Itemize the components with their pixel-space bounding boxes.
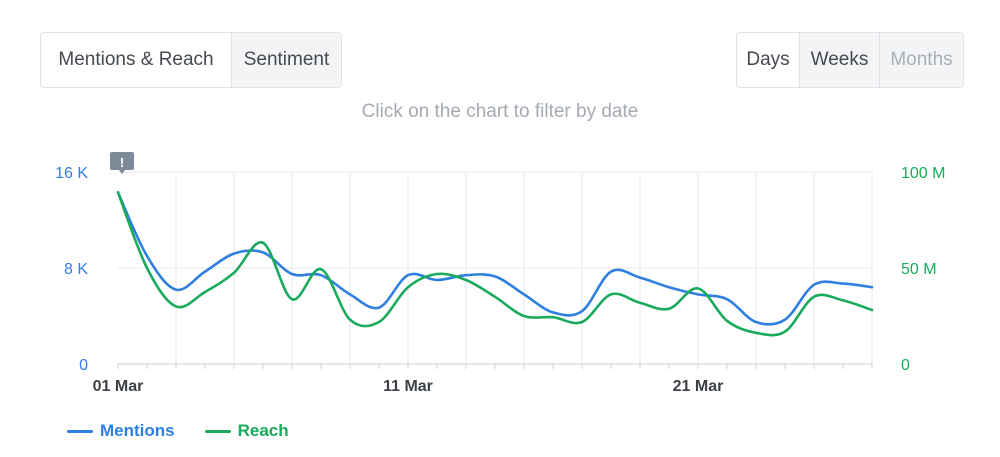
chart-legend: Mentions Reach: [67, 421, 289, 441]
legend-item-mentions[interactable]: Mentions: [67, 421, 175, 441]
legend-label-reach: Reach: [237, 421, 289, 440]
chart-filter-hint: Click on the chart to filter by date: [361, 101, 639, 122]
series-line-reach: [116, 191, 874, 337]
period-days-button[interactable]: Days: [737, 33, 799, 87]
right-axis-tick-label: 50 M: [901, 261, 937, 278]
left-axis-tick-label: 0: [79, 357, 88, 374]
left-axis-tick-label: 16 K: [55, 165, 88, 182]
series-line-mentions: [116, 191, 874, 326]
right-axis-tick-label: 100 M: [901, 165, 945, 182]
legend-swatch-mentions: [67, 429, 93, 433]
right-axis-tick-label: 0: [901, 357, 910, 374]
x-axis-tick-label: 21 Mar: [673, 378, 724, 395]
period-toggle-group: Days Weeks Months: [736, 32, 964, 88]
legend-label-mentions: Mentions: [100, 421, 175, 440]
left-axis-tick-label: 8 K: [64, 261, 88, 278]
period-weeks-button[interactable]: Weeks: [799, 33, 879, 87]
tab-mentions-reach[interactable]: Mentions & Reach: [41, 33, 231, 87]
tab-sentiment[interactable]: Sentiment: [231, 33, 341, 87]
x-axis-tick-label: 11 Mar: [383, 378, 433, 395]
metric-tab-group: Mentions & Reach Sentiment: [40, 32, 342, 88]
legend-item-reach[interactable]: Reach: [204, 421, 289, 441]
x-axis-tick-label: 01 Mar: [93, 378, 144, 395]
exclamation-mark-glyph: !: [120, 155, 124, 170]
exclamation-marker-icon: [110, 152, 134, 174]
period-months-button: Months: [879, 33, 963, 87]
legend-swatch-reach: [204, 429, 231, 433]
